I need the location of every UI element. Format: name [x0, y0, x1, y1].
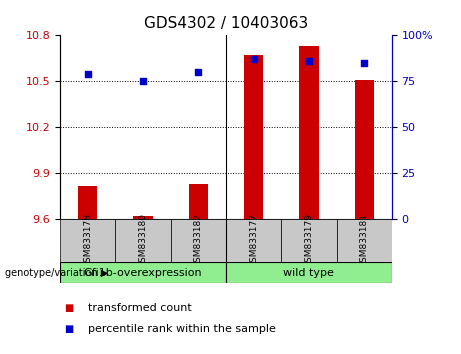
- Bar: [115, 219, 171, 262]
- Text: GSM833178: GSM833178: [83, 213, 92, 268]
- Bar: [299, 46, 319, 219]
- Title: GDS4302 / 10403063: GDS4302 / 10403063: [144, 16, 308, 32]
- Text: GSM833179: GSM833179: [304, 213, 313, 268]
- Bar: [337, 219, 392, 262]
- Bar: [60, 262, 226, 283]
- Point: [139, 79, 147, 84]
- Point: [250, 57, 257, 62]
- Bar: [355, 80, 374, 219]
- Text: GSM833182: GSM833182: [194, 213, 203, 268]
- Text: GSM833177: GSM833177: [249, 213, 258, 268]
- Text: percentile rank within the sample: percentile rank within the sample: [88, 324, 276, 334]
- Text: ■: ■: [65, 303, 74, 313]
- Bar: [78, 186, 97, 219]
- Text: Gfi1b-overexpression: Gfi1b-overexpression: [83, 268, 202, 278]
- Point: [361, 60, 368, 66]
- Bar: [133, 216, 153, 219]
- Bar: [60, 219, 115, 262]
- Text: GSM833180: GSM833180: [138, 213, 148, 268]
- Text: GSM833181: GSM833181: [360, 213, 369, 268]
- Bar: [281, 219, 337, 262]
- Bar: [189, 184, 208, 219]
- Text: genotype/variation ▶: genotype/variation ▶: [5, 268, 108, 278]
- Bar: [226, 219, 281, 262]
- Point: [305, 58, 313, 64]
- Bar: [226, 262, 392, 283]
- Point: [84, 71, 91, 77]
- Text: ■: ■: [65, 324, 74, 334]
- Bar: [171, 219, 226, 262]
- Bar: [244, 55, 263, 219]
- Text: transformed count: transformed count: [88, 303, 191, 313]
- Text: wild type: wild type: [284, 268, 334, 278]
- Point: [195, 69, 202, 75]
